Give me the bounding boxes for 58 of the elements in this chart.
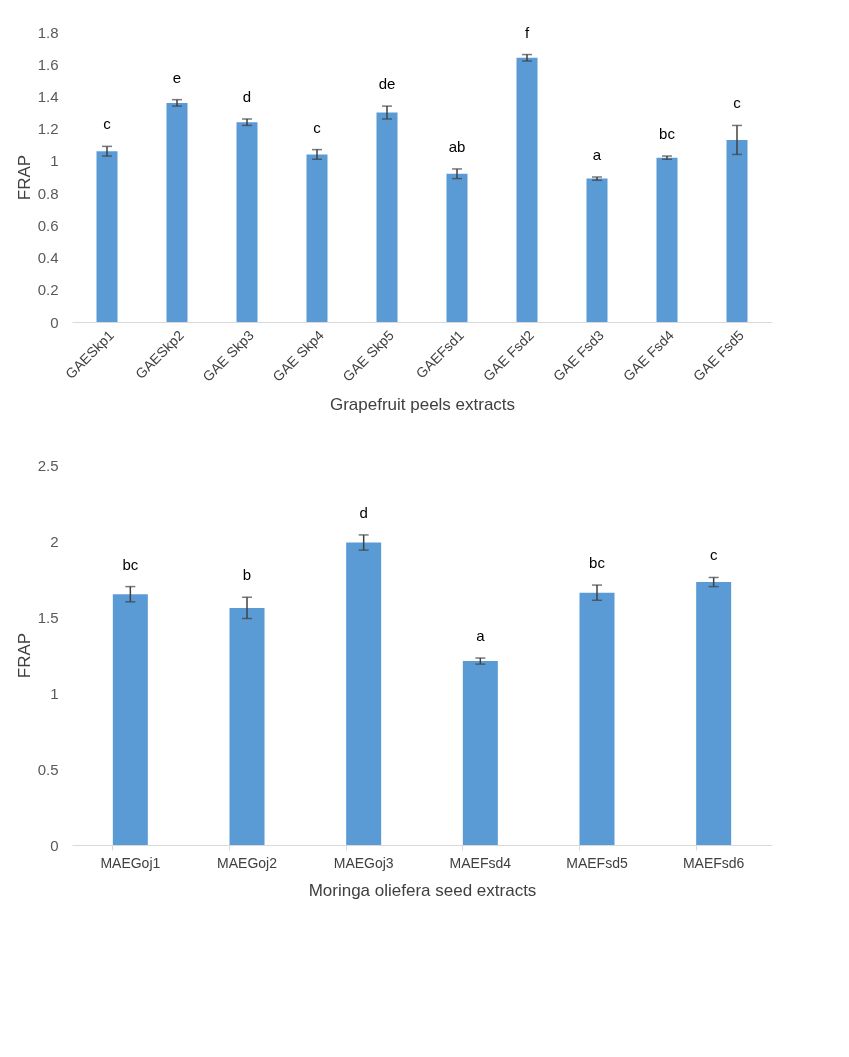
annotation: f bbox=[524, 23, 530, 41]
bar bbox=[586, 178, 608, 322]
bar bbox=[229, 607, 265, 845]
bar bbox=[346, 542, 382, 845]
x-tick-label: MAEGoj3 bbox=[333, 854, 394, 871]
y-tick-label: 0.4 bbox=[37, 249, 59, 267]
annotation: c bbox=[103, 115, 112, 133]
y-tick-label: 0.5 bbox=[37, 760, 59, 778]
x-tick-label: MAEFsd5 bbox=[566, 854, 628, 871]
x-axis-title: Grapefruit peels extracts bbox=[329, 394, 516, 414]
annotation: b bbox=[242, 566, 252, 584]
bar bbox=[726, 139, 748, 322]
annotation: bc bbox=[122, 555, 139, 573]
annotation: de bbox=[378, 75, 396, 93]
y-tick-label: 0.8 bbox=[37, 184, 59, 202]
bar bbox=[696, 582, 732, 845]
bar bbox=[579, 592, 615, 845]
bar bbox=[96, 151, 118, 322]
y-axis-title: FRAP bbox=[14, 632, 34, 679]
y-tick-label: 1.2 bbox=[37, 120, 59, 138]
y-tick-label: 1 bbox=[50, 152, 59, 170]
y-tick-label: 0 bbox=[50, 836, 59, 854]
bar bbox=[236, 122, 258, 322]
y-tick-label: 2.5 bbox=[37, 456, 59, 474]
annotation: a bbox=[592, 146, 602, 163]
y-axis-title: FRAP bbox=[14, 154, 34, 201]
annotation: d bbox=[359, 503, 368, 521]
y-tick-label: 1.6 bbox=[37, 55, 59, 73]
y-tick-label: 1.8 bbox=[37, 23, 59, 41]
annotation: a bbox=[476, 627, 486, 645]
bar bbox=[166, 102, 188, 322]
annotation: bc bbox=[659, 125, 676, 143]
bar bbox=[446, 173, 468, 322]
annotation: d bbox=[242, 88, 252, 105]
x-tick-label: MAEGoj2 bbox=[217, 854, 278, 871]
x-tick-label: MAEFsd6 bbox=[682, 854, 745, 871]
y-tick-label: 2 bbox=[50, 532, 59, 550]
y-tick-label: 1 bbox=[50, 684, 59, 702]
annotation: ab bbox=[448, 137, 466, 155]
annotation: c bbox=[313, 118, 322, 136]
bar bbox=[656, 157, 678, 322]
annotation: e bbox=[172, 68, 182, 86]
y-tick-label: 1.5 bbox=[37, 608, 59, 626]
y-tick-label: 0 bbox=[50, 313, 59, 331]
bar bbox=[112, 594, 148, 845]
bar bbox=[376, 112, 398, 322]
y-tick-label: 0.2 bbox=[37, 281, 59, 299]
bar bbox=[516, 57, 538, 322]
annotation: c bbox=[709, 546, 718, 564]
y-tick-label: 1.4 bbox=[37, 87, 59, 105]
bar bbox=[462, 661, 498, 845]
annotation: c bbox=[733, 94, 742, 112]
x-tick-label: MAEGoj1 bbox=[100, 854, 161, 871]
x-axis-title: Moringa oliefera seed extracts bbox=[308, 880, 537, 900]
x-tick-label: MAEFsd4 bbox=[449, 854, 512, 871]
bar bbox=[306, 154, 328, 322]
annotation: bc bbox=[589, 554, 606, 572]
y-tick-label: 0.6 bbox=[37, 216, 59, 234]
